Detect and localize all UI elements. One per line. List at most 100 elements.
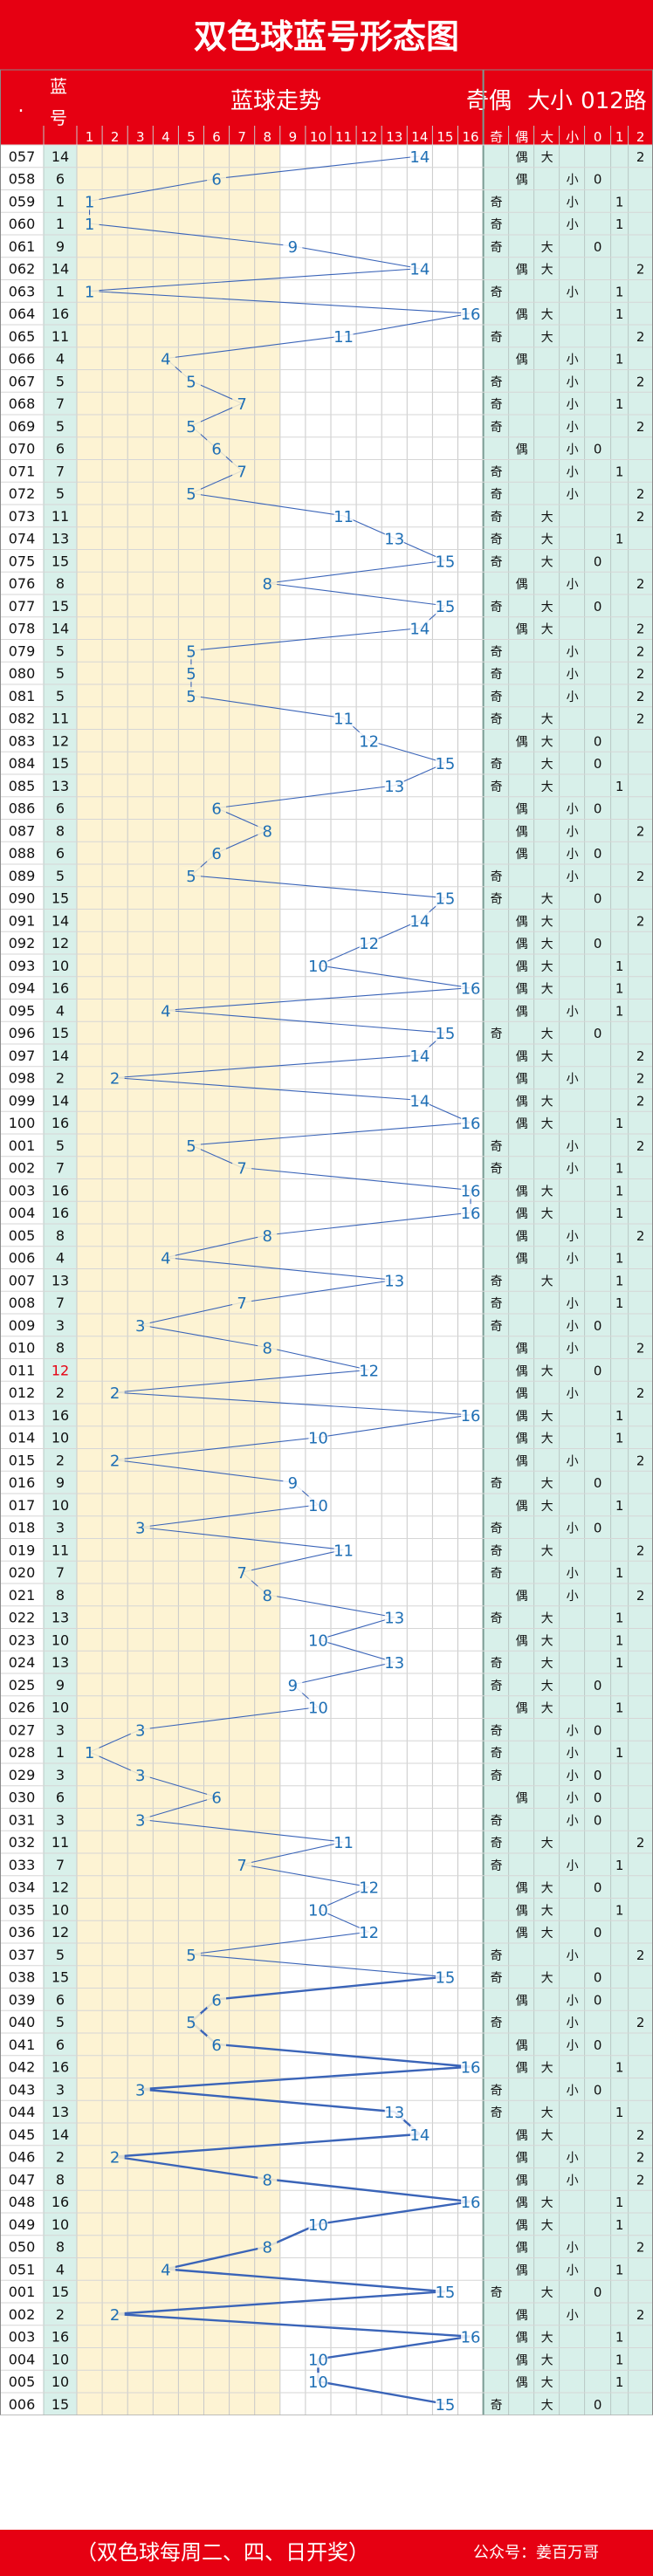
issue-number: 067 (9, 373, 36, 389)
issue-number: 078 (9, 621, 36, 637)
blue-number: 16 (52, 1182, 69, 1199)
trend-point-label: 3 (135, 1811, 145, 1830)
table-row: 096 15 奇 大 0 (9, 1025, 602, 1041)
blue-number: 16 (52, 2059, 69, 2076)
big-small-value: 小 (567, 825, 579, 839)
issue-number: 001 (9, 2284, 36, 2300)
issue-number: 090 (9, 890, 36, 907)
odd-even-value: 偶 (516, 1590, 528, 1604)
issue-number: 091 (9, 912, 36, 929)
issue-number: 079 (9, 642, 36, 659)
road-value: 1 (615, 1116, 624, 1131)
issue-number: 024 (9, 1654, 36, 1671)
road-value: 1 (615, 1431, 624, 1446)
road-value: 2 (636, 1453, 645, 1468)
road-value: 1 (615, 396, 624, 412)
blue-number: 3 (56, 1767, 65, 1783)
issue-number: 092 (9, 935, 36, 951)
road-value: 1 (615, 2374, 624, 2390)
issue-number: 061 (9, 238, 36, 255)
trend-segment (140, 1774, 217, 1798)
odd-even-value: 偶 (516, 1994, 528, 2008)
table-row: 035 10 偶大 1 (9, 1901, 624, 1918)
issue-number: 076 (9, 575, 36, 592)
road-value: 1 (615, 2105, 624, 2120)
trend-point-label: 13 (384, 2104, 404, 2122)
big-small-value: 小 (567, 2152, 579, 2166)
table-row: 030 6 偶 小 0 (9, 1789, 602, 1806)
table-row: 099 14 偶大 2 (9, 1092, 645, 1109)
header-odd: 奇 (466, 88, 489, 114)
road-value: 0 (594, 936, 602, 951)
column-subheader: 1 2 3 4 5 6 7 8 9 10 11 12 13 14 15 16 奇偶大小 0 1 2 (0, 126, 653, 145)
road-value: 1 (615, 1632, 624, 1648)
road-value: 0 (594, 172, 602, 188)
blue-number: 14 (52, 912, 69, 929)
table-row: 032 11 奇 大 2 (9, 1834, 645, 1851)
trend-point-label: 12 (359, 1879, 379, 1898)
big-small-value: 大 (541, 1657, 553, 1671)
trend-segment (89, 178, 217, 202)
trend-segment (140, 1302, 243, 1326)
big-small-value: 大 (541, 1185, 553, 1199)
odd-even-value: 奇 (491, 420, 503, 435)
road-value: 2 (636, 1341, 645, 1357)
issue-number: 023 (9, 1631, 36, 1648)
road-value: 1 (615, 1003, 624, 1019)
blue-number: 2 (56, 1452, 65, 1468)
blue-number: 6 (56, 1991, 65, 2008)
blue-number: 16 (52, 306, 69, 322)
table-row: 080 5 奇 小 2 (9, 665, 645, 682)
footer-account: 公众号：姜百万哥 (473, 2544, 599, 2562)
trend-segment (140, 1707, 319, 1730)
trend-segment (267, 2178, 471, 2203)
big-small-value: 大 (541, 1050, 553, 1064)
odd-even-value: 奇 (491, 1836, 503, 1851)
odd-even-value: 奇 (491, 532, 503, 547)
blue-number: 1 (56, 283, 65, 299)
col-number-9: 9 (289, 129, 298, 145)
road-value: 2 (636, 2172, 645, 2188)
road-value: 1 (615, 1858, 624, 1873)
trend-segment (140, 2088, 395, 2113)
blue-number: 3 (56, 2081, 65, 2098)
issue-number: 074 (9, 531, 36, 547)
big-small-value: 大 (541, 983, 553, 997)
trend-point-label: 1 (85, 193, 94, 211)
col-number-10: 10 (310, 129, 326, 145)
big-small-value: 小 (567, 443, 579, 457)
trend-segment (165, 1234, 268, 1259)
trend-point-label: 10 (308, 1497, 328, 1515)
header-big: 大 (527, 88, 550, 114)
blue-number: 11 (52, 711, 69, 727)
odd-even-value: 偶 (516, 848, 528, 862)
big-small-value: 大 (541, 533, 553, 547)
blue-number: 2 (56, 1384, 65, 1401)
road-value: 0 (594, 846, 602, 862)
road-value: 0 (594, 1318, 602, 1334)
road-value: 0 (594, 891, 602, 907)
issue-number: 011 (9, 1362, 36, 1378)
road-value: 2 (636, 329, 645, 345)
trend-segment (318, 1638, 395, 1663)
trend-segment (190, 1122, 471, 1146)
odd-even-value: 奇 (491, 1858, 503, 1873)
issue-number: 031 (9, 1811, 36, 1828)
blue-number: 15 (52, 2396, 69, 2413)
svg-text:号: 号 (50, 107, 67, 128)
page-title: 双色球蓝号形态图 (194, 17, 459, 56)
table-row: 005 8 偶 小 2 (9, 1227, 645, 1244)
issue-number: 044 (9, 2104, 36, 2120)
subheader-label: 小 (566, 129, 579, 145)
footer-schedule: （双色球每周二、四、日开奖） (76, 2540, 369, 2565)
issue-number: 020 (9, 1564, 36, 1581)
table-row: 009 3 奇 小 0 (9, 1317, 602, 1334)
road-value: 0 (594, 2037, 602, 2053)
trend-segment (190, 695, 344, 719)
odd-even-value: 偶 (516, 2174, 528, 2188)
issue-number: 035 (9, 1901, 36, 1918)
trend-segment (140, 1324, 268, 1349)
road-value: 0 (594, 1812, 602, 1828)
trend-segment (114, 2133, 420, 2158)
